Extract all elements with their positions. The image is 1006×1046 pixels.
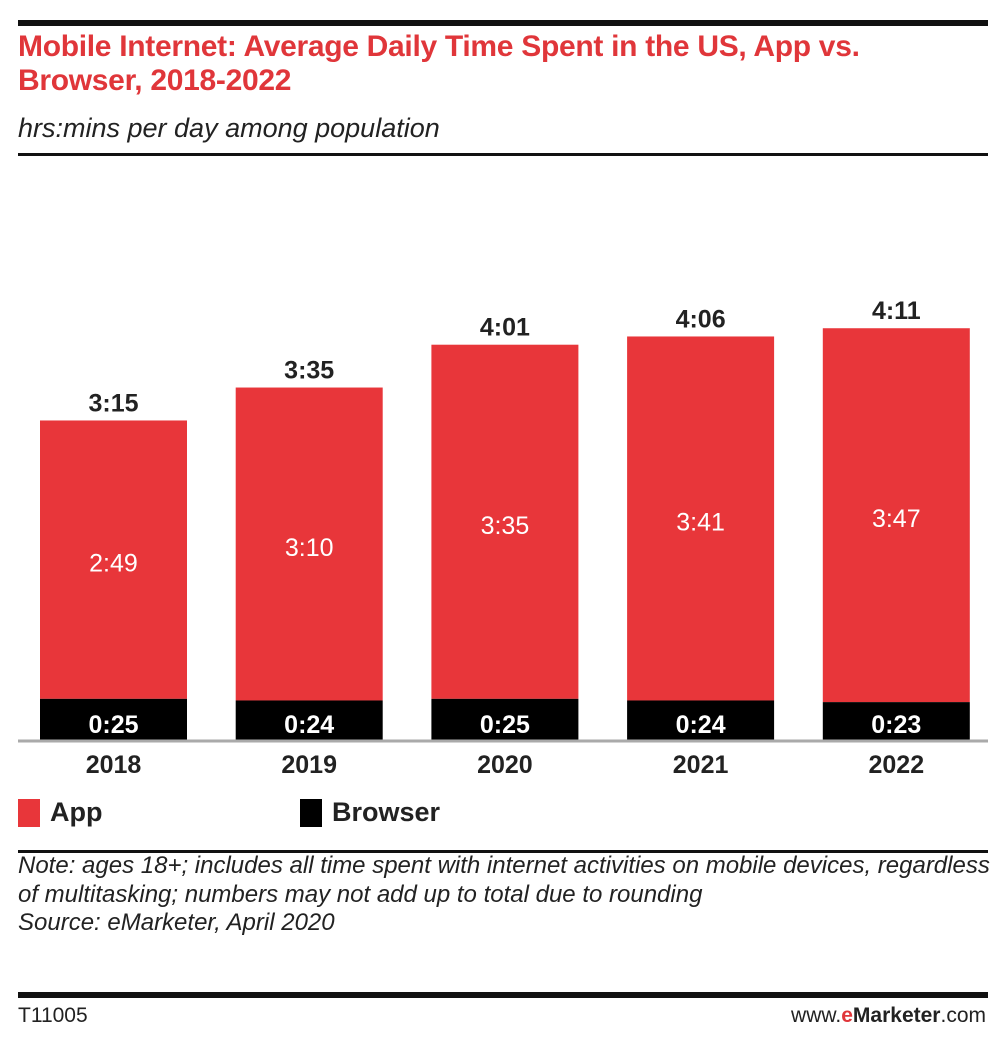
data-label-browser-2022: 0:23	[871, 711, 921, 739]
data-label-app-2021: 3:41	[676, 508, 725, 536]
total-label-2019: 3:35	[284, 357, 334, 385]
bar-browser-2022	[822, 702, 970, 740]
total-label-2020: 4:01	[480, 314, 530, 342]
footer-rule	[18, 992, 988, 998]
stacked-bar-chart: 2:49 0:25 3:15 2018 3:10 0:24 3:35 2019 3:35 0:25…	[18, 297, 988, 779]
bar-app-2021	[627, 336, 775, 701]
bar-browser-2020	[431, 698, 579, 740]
subtitle-rule	[18, 153, 988, 156]
data-label-browser-2021: 0:24	[676, 711, 726, 739]
legend-label-app: App	[50, 797, 103, 827]
url-brand: Marketer	[852, 1004, 941, 1027]
total-label-2022: 4:11	[872, 297, 921, 325]
data-label-browser-2019: 0:24	[284, 711, 334, 739]
chart-title: Mobile Internet: Average Daily Time Spen…	[18, 30, 860, 97]
x-tick-label-2020: 2020	[477, 751, 533, 779]
chart-subtitle: hrs:mins per day among population	[18, 113, 440, 143]
note-block: Note: ages 18+; includes all time spent …	[18, 852, 993, 938]
bar-app-2018	[40, 420, 187, 699]
bar-app-2020	[431, 344, 579, 699]
note-text: Note: ages 18+; includes all time spent …	[18, 852, 990, 908]
legend-item-app: App	[18, 797, 102, 828]
data-label-browser-2018: 0:25	[88, 711, 138, 739]
x-tick-label-2022: 2022	[868, 751, 924, 779]
url-e: e	[841, 1004, 853, 1027]
x-tick-label-2019: 2019	[281, 751, 337, 779]
url-suffix: .com	[940, 1004, 986, 1027]
bar-browser-2019	[235, 700, 383, 740]
top-rule	[18, 20, 988, 26]
data-label-app-2019: 3:10	[285, 534, 334, 562]
total-label-2021: 4:06	[676, 305, 726, 333]
bar-browser-2021	[627, 700, 775, 740]
data-label-app-2018: 2:49	[89, 550, 138, 578]
legend-swatch-app	[18, 798, 40, 827]
legend-label-browser: Browser	[332, 797, 441, 827]
url-prefix: www.	[791, 1004, 842, 1027]
chart-id: T11005	[18, 1004, 88, 1027]
bar-browser-2018	[40, 698, 187, 740]
note-rule	[18, 850, 988, 853]
legend-swatch-browser	[300, 798, 322, 827]
source-url: www.eMarketer.com	[791, 1004, 986, 1028]
x-tick-label-2018: 2018	[86, 751, 142, 779]
x-tick-label-2021: 2021	[673, 751, 729, 779]
data-label-app-2022: 3:47	[872, 505, 921, 533]
bar-app-2019	[235, 387, 383, 701]
bar-app-2022	[822, 328, 970, 703]
data-label-app-2020: 3:35	[481, 512, 530, 540]
legend-item-browser: Browser	[300, 797, 440, 828]
source-text: Source: eMarketer, April 2020	[18, 909, 335, 936]
data-label-browser-2020: 0:25	[480, 711, 530, 739]
total-label-2018: 3:15	[88, 389, 138, 417]
